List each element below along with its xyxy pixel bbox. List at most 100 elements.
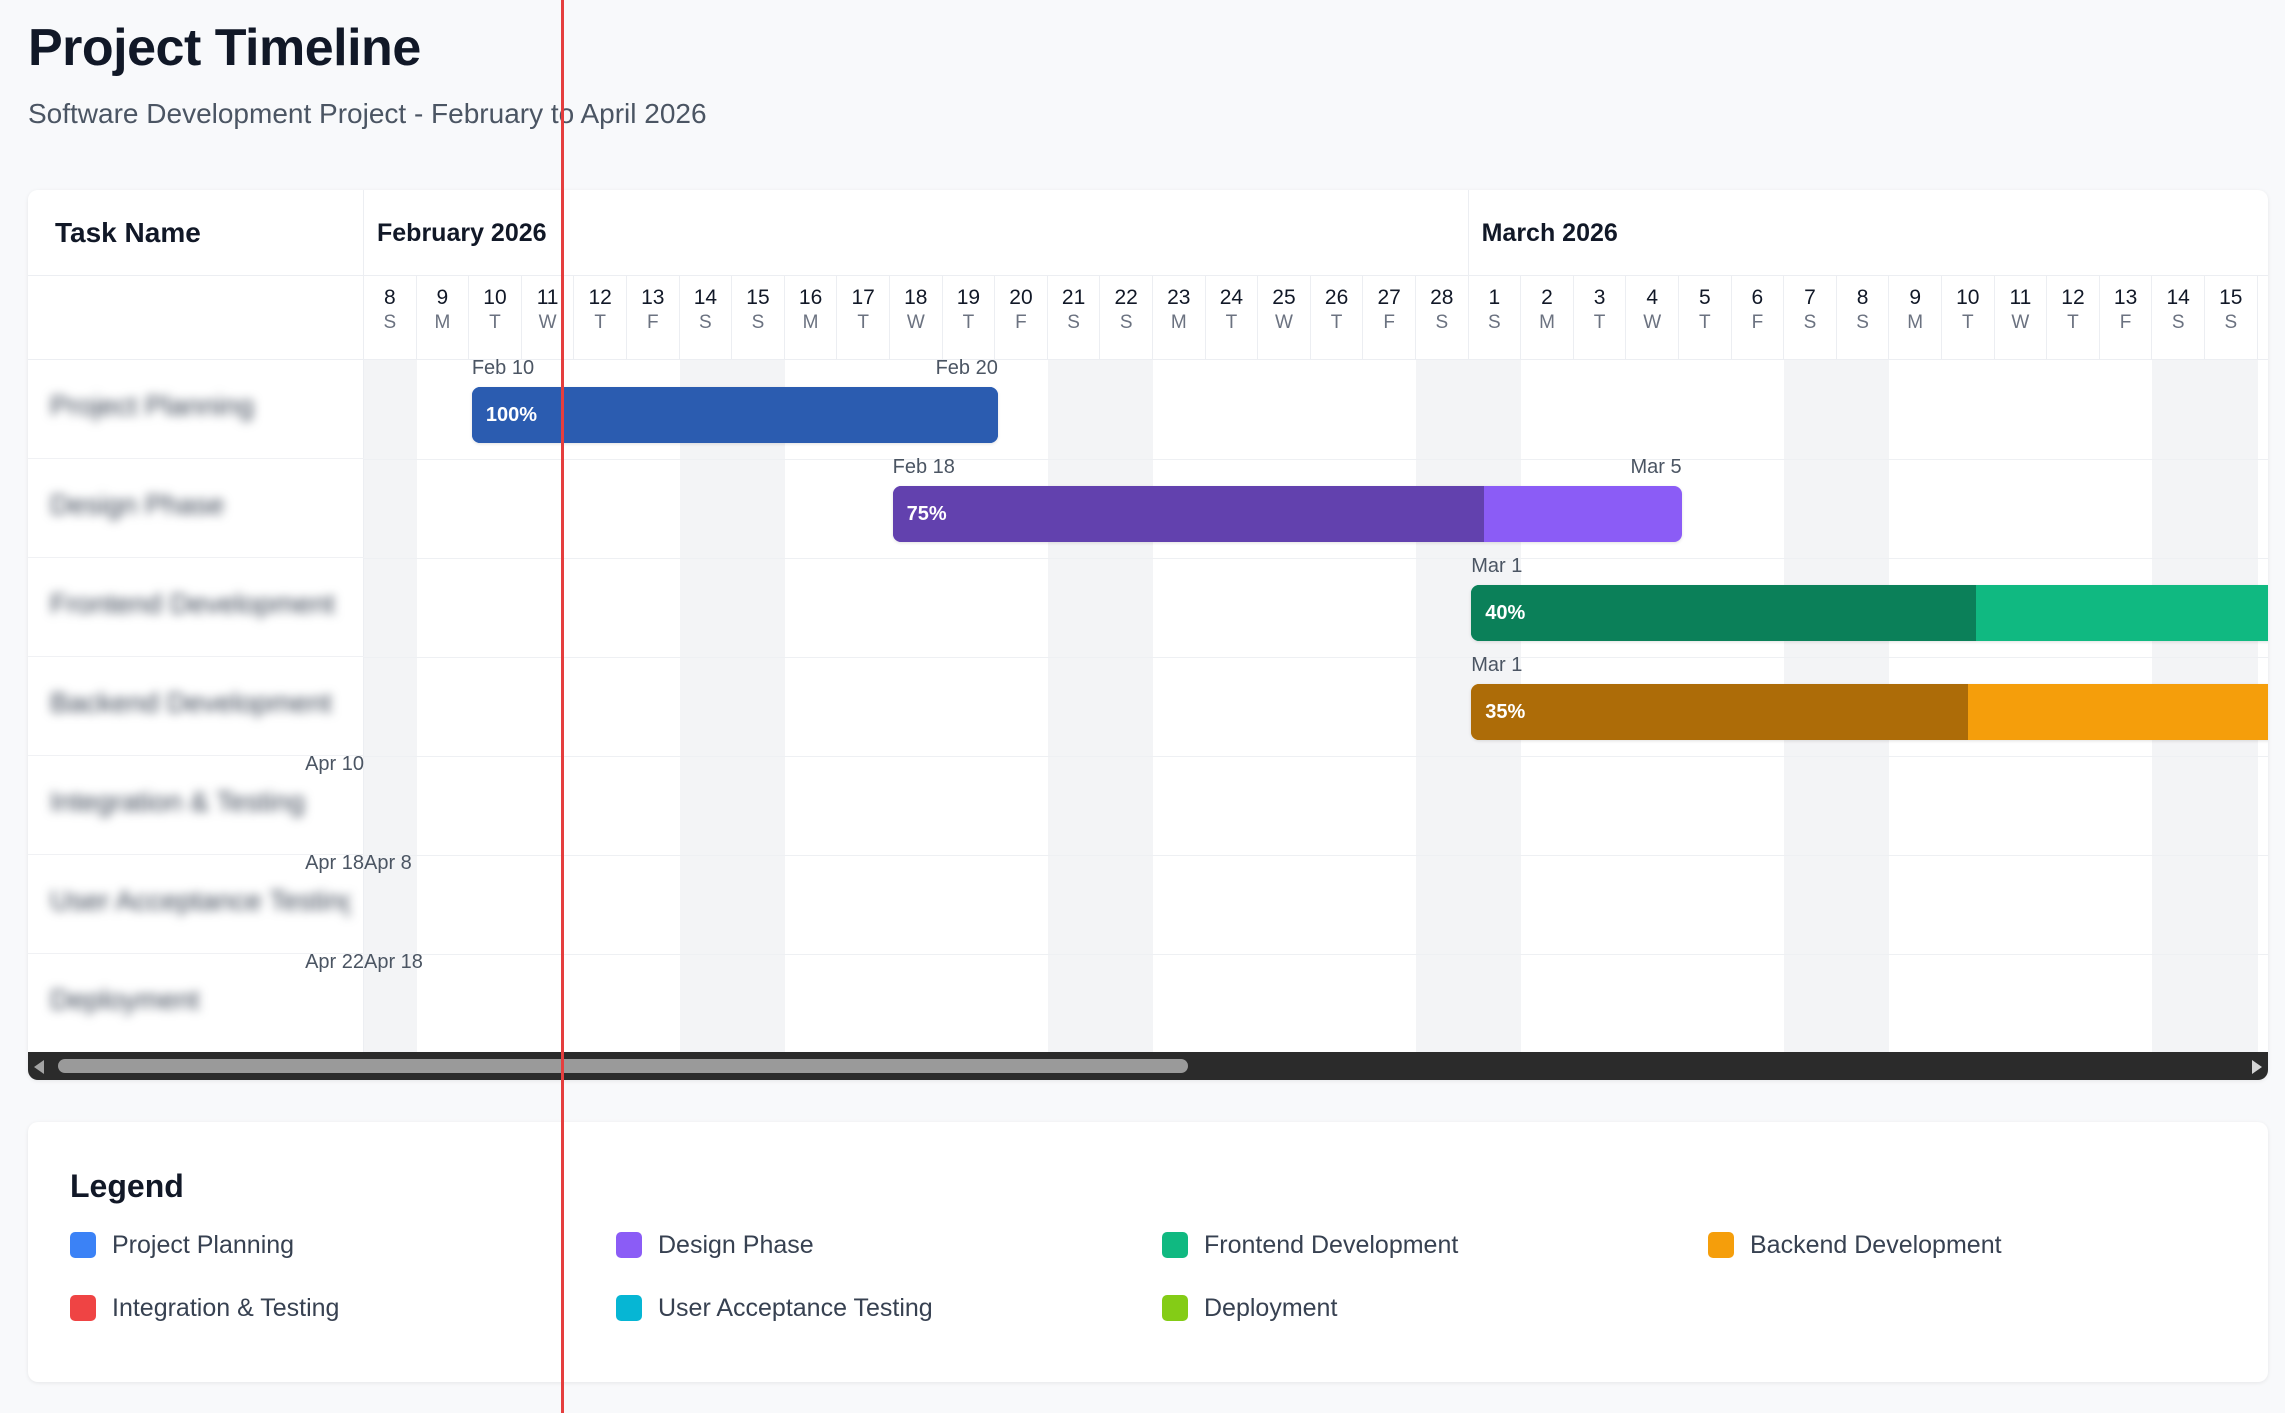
task-row[interactable]: Design Phase (28, 459, 364, 558)
task-row[interactable]: Integration & Testing (28, 756, 364, 855)
month-header: February 2026 (364, 190, 1469, 276)
task-row[interactable]: Project Planning (28, 360, 364, 459)
task-start-date: Mar 1 (1471, 654, 1523, 676)
day-header-cell: 19 T (942, 276, 996, 360)
legend-swatch (1708, 1232, 1734, 1258)
day-header-cell: 23 M (1153, 276, 1206, 360)
row-divider (364, 855, 2268, 856)
day-number: 15 (2219, 286, 2243, 309)
day-weekday: T (1961, 312, 1974, 333)
day-number: 25 (1272, 286, 1296, 309)
legend-label: Frontend Development (1204, 1231, 1459, 1259)
day-number: 9 (1909, 286, 1922, 309)
gantt-chart: Task Name Project Planning Design Phase Fr… (28, 190, 2268, 1080)
day-weekday: W (1275, 312, 1293, 333)
task-name: Project Planning (50, 390, 254, 421)
day-header-cell: 13 F (627, 276, 680, 360)
task-name: Frontend Development (50, 588, 335, 619)
day-weekday: M (1907, 312, 1924, 333)
day-number: 13 (2113, 286, 2138, 309)
task-row[interactable]: Backend Development (28, 657, 364, 756)
task-bar[interactable]: 75% (892, 486, 1682, 542)
day-number: 6 (1751, 286, 1764, 309)
day-weekday: T (857, 312, 869, 333)
day-header-cell: 16M (2257, 276, 2268, 360)
task-bar[interactable]: 35% (1471, 684, 2268, 740)
day-weekday: T (489, 312, 501, 333)
legend-swatch (1162, 1295, 1188, 1321)
day-weekday: S (383, 312, 397, 333)
day-number: 24 (1219, 286, 1244, 309)
legend-label: Design Phase (658, 1231, 814, 1259)
task-end-date: Apr 18 (305, 852, 364, 874)
task-sub-header (28, 276, 364, 360)
day-number: 20 (1009, 286, 1033, 309)
weekend-column (1047, 360, 1101, 1052)
day-weekday: M (802, 312, 819, 333)
task-name: Integration & Testing (50, 786, 305, 817)
scroll-right-icon[interactable] (2252, 1060, 2262, 1074)
day-weekday: T (594, 312, 606, 333)
day-header-cell: 24 T (1205, 276, 1259, 360)
day-number: 2 (1541, 286, 1553, 309)
weekend-column (364, 360, 417, 1052)
day-number: 27 (1377, 286, 1401, 309)
day-weekday: S (1856, 312, 1869, 333)
day-header-cell: 18 W (890, 276, 943, 360)
day-header-cell: 28 S (1416, 276, 1469, 360)
day-number: 10 (483, 286, 507, 309)
legend-swatch (616, 1232, 642, 1258)
day-weekday: T (962, 312, 975, 333)
task-start-date: Apr 18 (364, 951, 423, 973)
day-header-cell: 15 S (2205, 276, 2258, 360)
day-number: 21 (1061, 286, 1086, 309)
task-row[interactable]: Frontend Development (28, 558, 364, 657)
task-bar[interactable]: 100% (471, 387, 998, 443)
row-divider (364, 558, 2268, 559)
day-weekday: F (1383, 312, 1395, 333)
day-weekday: F (646, 312, 659, 333)
row-divider (364, 459, 2268, 460)
task-name: Deployment (50, 984, 200, 1015)
task-progress-fill (1471, 684, 1969, 740)
day-weekday: M (434, 312, 451, 333)
day-weekday: S (699, 312, 712, 333)
day-weekday: S (1488, 312, 1501, 333)
legend-swatch (1162, 1232, 1188, 1258)
day-weekday: F (2119, 312, 2132, 333)
day-header-cell: 22 S (1100, 276, 1153, 360)
day-header-cell: 14 S (2152, 276, 2205, 360)
scroll-left-icon[interactable] (34, 1060, 44, 1074)
day-weekday: T (1593, 312, 1606, 333)
task-name: Design Phase (50, 489, 225, 520)
task-start-date: Feb 18 (892, 456, 955, 478)
scroll-thumb[interactable] (58, 1059, 1188, 1073)
day-header-cell: 14 S (679, 276, 733, 360)
task-end-date: Apr 22 (305, 951, 364, 973)
horizontal-scrollbar[interactable] (28, 1052, 2268, 1080)
day-number: 3 (1593, 286, 1606, 309)
day-header-cell: 13 F (2099, 276, 2153, 360)
row-divider (364, 756, 2268, 757)
day-number: 5 (1698, 286, 1711, 309)
task-name: User Acceptance Testing (50, 885, 350, 916)
day-number: 18 (904, 286, 928, 309)
task-progress-label: 75% (906, 503, 947, 525)
day-number: 19 (956, 286, 981, 309)
day-header-cell: 15 S (732, 276, 785, 360)
task-bar[interactable]: 40% (1471, 585, 2268, 641)
day-weekday: S (2171, 312, 2185, 333)
task-row[interactable]: User Acceptance Testing (28, 855, 364, 954)
day-number: 8 (383, 286, 396, 309)
task-end-date: Feb 20 (935, 357, 998, 379)
task-start-date: Apr 8 (364, 852, 412, 874)
day-number: 28 (1430, 286, 1454, 309)
day-weekday: S (751, 312, 765, 333)
day-weekday: W (2011, 312, 2030, 333)
legend-panel: Legend Project Planning Design Phase Front… (28, 1122, 2268, 1382)
